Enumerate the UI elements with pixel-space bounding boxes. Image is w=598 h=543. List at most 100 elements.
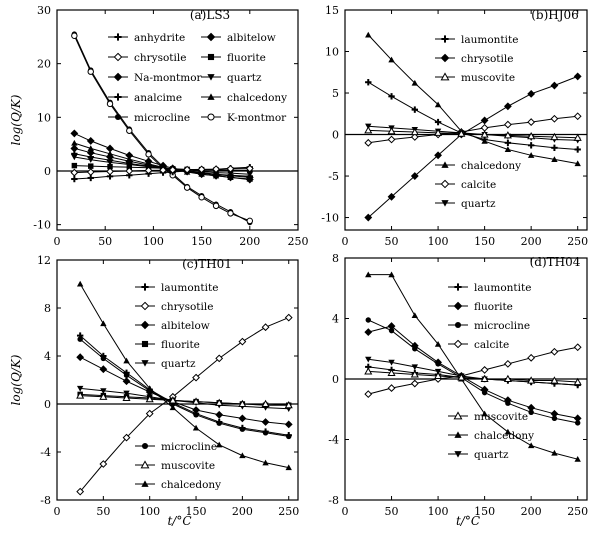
data-point bbox=[183, 165, 192, 174]
series-0 bbox=[365, 271, 581, 462]
data-point bbox=[192, 424, 200, 431]
data-point bbox=[198, 194, 205, 201]
legend-marker bbox=[440, 53, 450, 63]
data-point bbox=[71, 32, 78, 39]
data-point bbox=[434, 128, 443, 136]
data-point bbox=[99, 460, 108, 468]
data-point bbox=[365, 271, 372, 278]
data-point bbox=[106, 100, 114, 108]
series-line bbox=[368, 274, 578, 460]
data-point bbox=[527, 353, 536, 362]
data-point bbox=[238, 414, 247, 423]
data-point bbox=[215, 398, 224, 406]
legend-marker bbox=[453, 301, 463, 311]
legend: laumontite chrysotile muscovite chalcedony c… bbox=[435, 34, 521, 210]
legend-item: fluorite bbox=[448, 301, 513, 313]
data-point bbox=[503, 396, 512, 405]
x-axis-title: t/°C bbox=[167, 514, 191, 528]
data-point bbox=[100, 355, 107, 362]
data-point bbox=[183, 184, 191, 191]
y-tick-label: 15 bbox=[325, 4, 339, 17]
data-point bbox=[100, 320, 107, 327]
data-point bbox=[503, 102, 512, 111]
data-point bbox=[125, 167, 134, 175]
data-point bbox=[434, 101, 442, 108]
legend-label: muscovite bbox=[161, 460, 215, 472]
legend-label: quartz bbox=[474, 449, 509, 461]
series-5 bbox=[364, 126, 582, 141]
x-tick-label: 50 bbox=[385, 235, 399, 248]
x-tick-label: 0 bbox=[342, 235, 349, 248]
y-tick-label: 10 bbox=[325, 46, 339, 59]
data-point bbox=[573, 377, 582, 386]
y-tick-label: 12 bbox=[37, 254, 51, 267]
legend-marker bbox=[206, 32, 216, 42]
legend-label: albitelow bbox=[227, 32, 276, 44]
data-point bbox=[144, 166, 153, 175]
legend-item: quartz bbox=[201, 72, 262, 84]
data-point bbox=[145, 151, 152, 158]
data-point bbox=[261, 399, 270, 408]
data-point bbox=[387, 368, 396, 377]
legend-marker bbox=[454, 431, 462, 438]
legend-item: muscovite bbox=[448, 411, 528, 423]
legend-item: quartz bbox=[135, 358, 196, 370]
legend-label: fluorite bbox=[161, 339, 200, 351]
x-tick-label: 0 bbox=[54, 235, 61, 248]
data-point bbox=[246, 217, 254, 225]
data-point bbox=[261, 323, 270, 332]
data-point bbox=[411, 106, 419, 113]
legend-marker bbox=[441, 161, 449, 168]
legend-item: albitelow bbox=[135, 320, 210, 332]
data-point bbox=[106, 167, 114, 176]
data-point bbox=[193, 412, 199, 418]
series-line bbox=[368, 358, 578, 386]
data-point bbox=[388, 359, 395, 366]
legend-marker bbox=[453, 339, 463, 349]
data-point bbox=[191, 397, 201, 405]
legend-marker bbox=[454, 283, 462, 291]
data-point bbox=[434, 358, 442, 367]
legend-item: muscovite bbox=[435, 72, 515, 84]
legend-item: chalcedony bbox=[435, 160, 521, 172]
legend-item: chalcedony bbox=[448, 430, 534, 442]
series-2 bbox=[364, 322, 582, 423]
data-point bbox=[480, 123, 489, 132]
data-point bbox=[387, 192, 396, 201]
y-tick-label: 5 bbox=[332, 87, 339, 100]
data-point bbox=[387, 384, 396, 392]
y-tick-label: 30 bbox=[37, 4, 51, 17]
data-point bbox=[574, 455, 581, 462]
data-point bbox=[410, 172, 419, 180]
data-point bbox=[106, 159, 114, 166]
y-tick-label: 4 bbox=[332, 313, 339, 326]
legend-item: muscovite bbox=[135, 460, 215, 472]
legend-item: quartz bbox=[448, 449, 509, 461]
data-point bbox=[551, 415, 558, 422]
data-point bbox=[457, 129, 466, 137]
data-point bbox=[504, 428, 512, 435]
legend: laumontite fluorite microcline calcite musco… bbox=[448, 282, 534, 461]
data-point bbox=[238, 399, 247, 408]
data-point bbox=[480, 374, 489, 383]
data-point bbox=[76, 391, 85, 399]
y-tick-label: 4 bbox=[44, 350, 51, 363]
data-point bbox=[481, 410, 488, 417]
legend-label: quartz bbox=[461, 198, 496, 210]
legend-label: muscovite bbox=[474, 411, 528, 423]
legend-label: anhydrite bbox=[134, 32, 185, 44]
series-line bbox=[368, 319, 578, 424]
data-point bbox=[364, 328, 373, 337]
series-line bbox=[80, 387, 289, 410]
data-point bbox=[365, 356, 372, 363]
chart-panel-2: 0 50 100 150 200 250 -8 -4 0 4 8 12 (c)TH01 laumontit… bbox=[9, 254, 299, 528]
legend-item: chrysotile bbox=[108, 52, 186, 64]
data-point bbox=[76, 353, 85, 362]
x-tick-label: 250 bbox=[567, 505, 588, 518]
legend-item: microcline bbox=[135, 441, 217, 453]
legend-marker bbox=[141, 340, 149, 348]
legend-marker bbox=[113, 72, 123, 82]
data-point bbox=[573, 414, 582, 423]
data-point bbox=[212, 202, 220, 210]
data-point bbox=[262, 459, 269, 466]
